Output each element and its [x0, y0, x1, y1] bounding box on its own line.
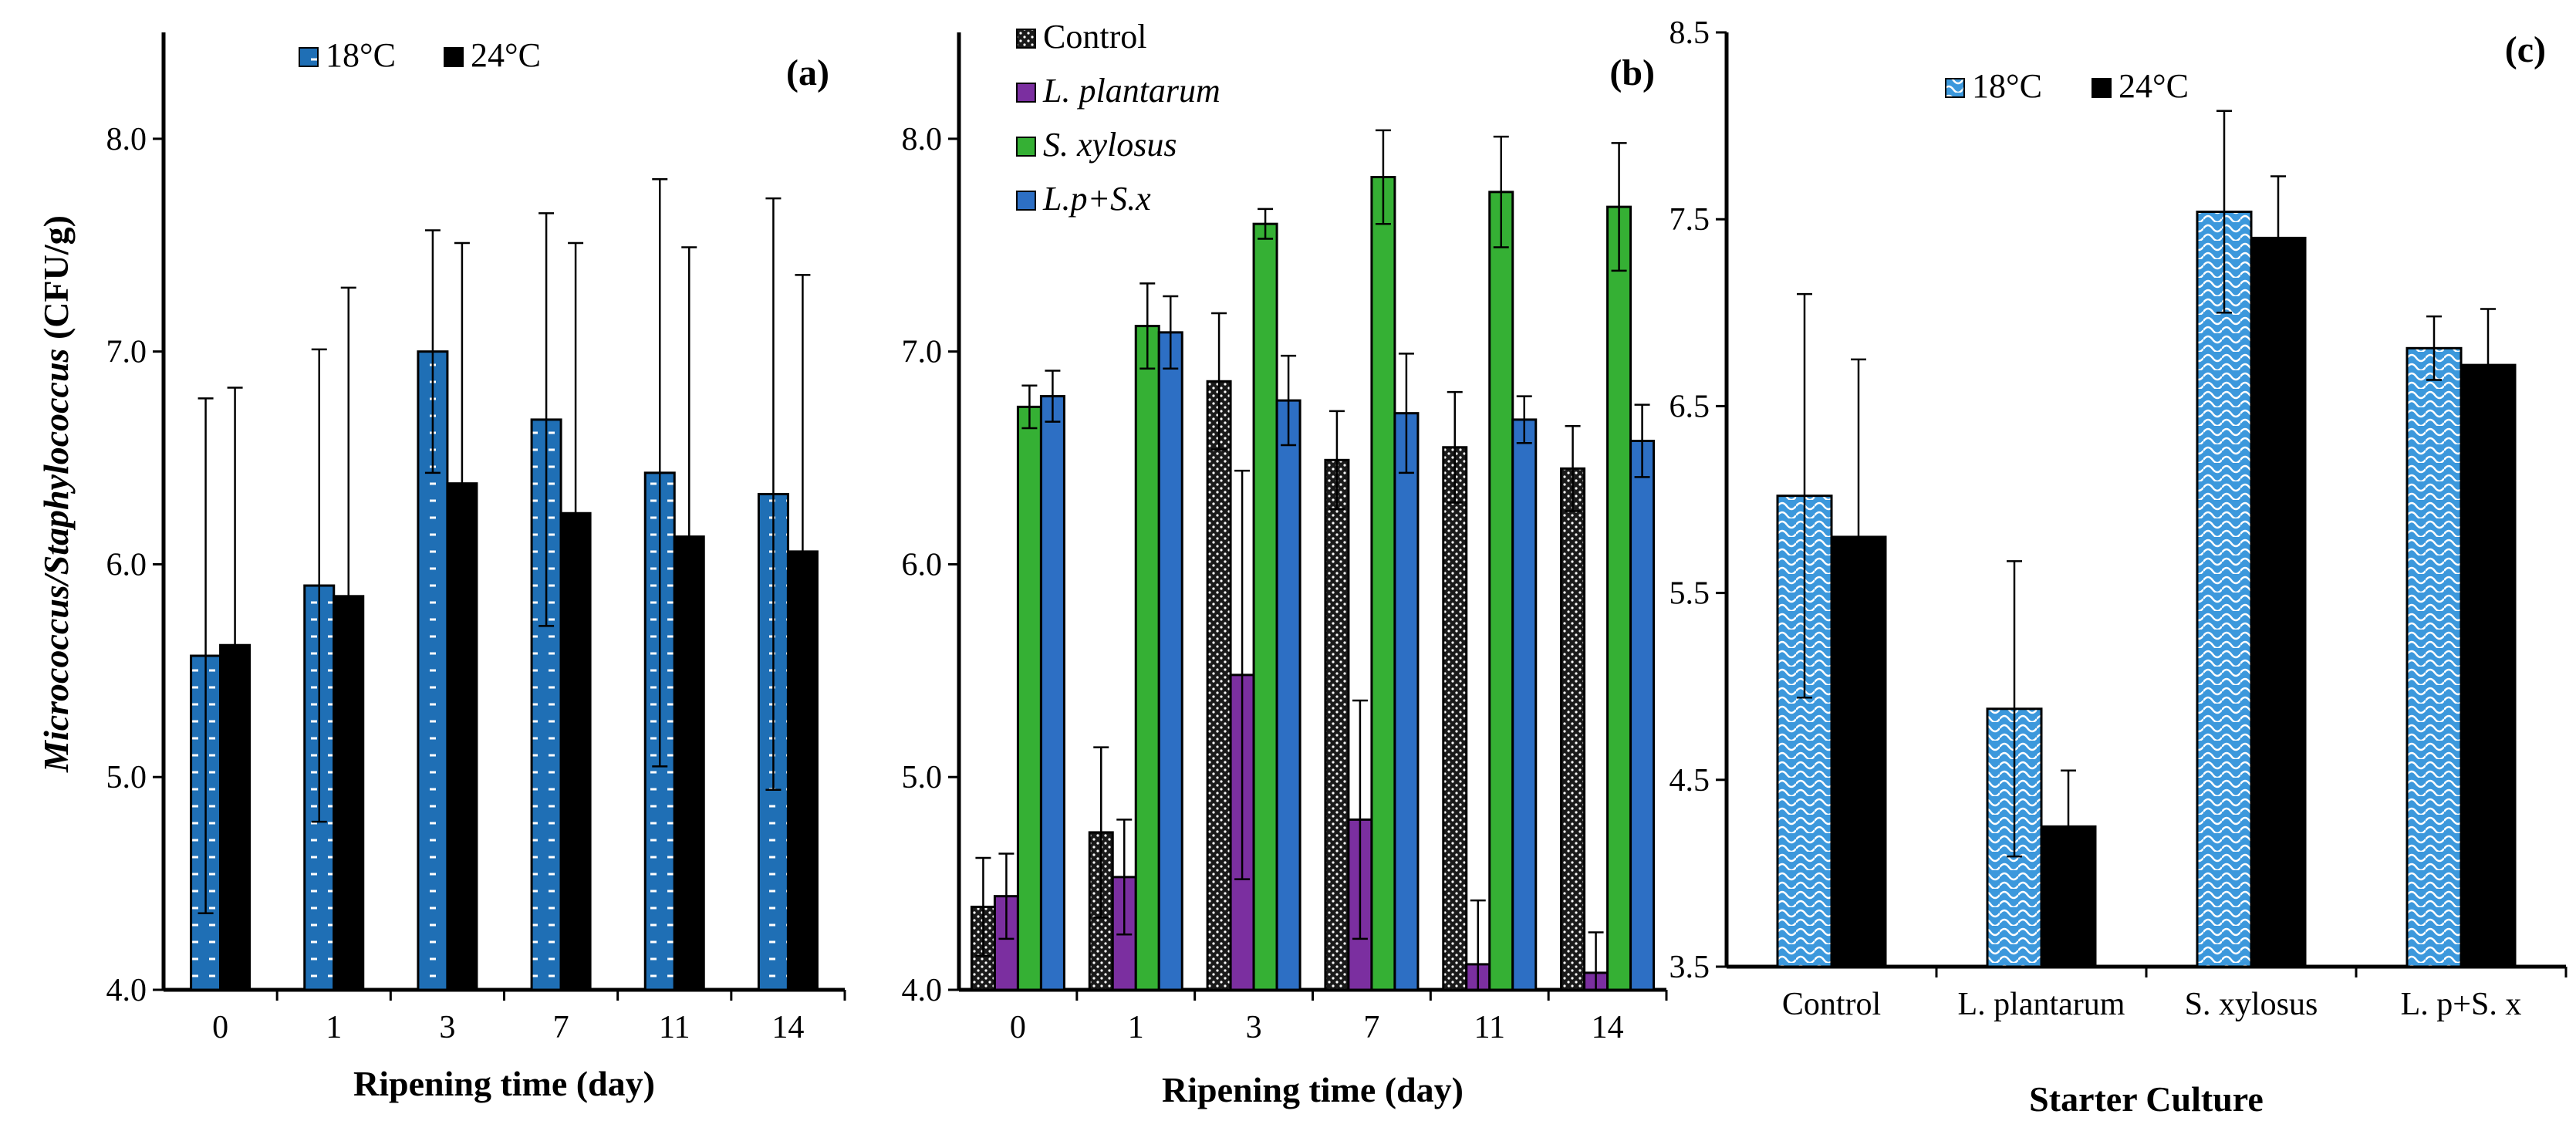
bar	[1606, 205, 1632, 991]
bar	[1560, 467, 1586, 991]
x-tick-label: 11	[659, 1010, 690, 1045]
x-tick-label: 3	[439, 1010, 455, 1045]
y-tick-label: 4.0	[902, 973, 943, 1008]
legend-swatch	[1945, 78, 1965, 98]
x-tick-label: 14	[771, 1010, 804, 1045]
legend-swatch	[2092, 78, 2112, 98]
panel-b: 4.0 5.0 6.0 7.0 8.0 0 1 3 7 11 14 Ripening time (da…	[902, 18, 1668, 1109]
y-axis-title-unit: (CFU/g)	[36, 215, 76, 348]
bar	[1252, 222, 1278, 991]
legend-swatch	[299, 47, 319, 67]
bar	[1370, 176, 1396, 991]
x-axis-title: Ripening time (day)	[353, 1064, 655, 1103]
y-tick-label: 4.0	[106, 973, 147, 1008]
panel-a: 4.0 5.0 6.0 7.0 8.0 0 1 3 7 11 14 Ripening time (da…	[106, 32, 846, 1103]
y-tick-label: 5.0	[902, 760, 943, 795]
x-tick-label: 1	[326, 1010, 342, 1045]
bar	[1134, 325, 1160, 991]
y-tick-label: 7.0	[106, 335, 147, 370]
legend-swatch	[1016, 191, 1036, 211]
panel-label: (c)	[2505, 29, 2546, 70]
y-tick-label: 8.5	[1670, 15, 1710, 51]
bar	[2460, 363, 2517, 968]
bar	[1488, 191, 1514, 991]
legend-entry: 18°C	[1972, 67, 2042, 105]
panel-label: (a)	[786, 52, 829, 93]
legend-entry: L. plantarum	[1042, 72, 1220, 110]
legend: 18°C 24°C	[299, 36, 541, 74]
legend-swatch	[1016, 29, 1036, 49]
y-tick-label: 5.5	[1670, 576, 1710, 612]
legend-entry: S. xylosus	[1043, 126, 1177, 164]
y-axis-title-italic: Micrococcus/Staphylococcus	[36, 349, 76, 773]
bar	[1275, 399, 1302, 991]
panel-label: (b)	[1609, 52, 1655, 93]
x-tick-label: 11	[1474, 1010, 1505, 1045]
x-tick-label: S. xylosus	[2185, 987, 2318, 1022]
x-tick-label: 3	[1246, 1010, 1262, 1045]
legend-swatch	[444, 47, 464, 67]
y-tick-label: 6.5	[1670, 389, 1710, 424]
bar	[2250, 236, 2307, 968]
legend-entry: L.p+S.x	[1042, 180, 1151, 218]
y-tick-label: 4.5	[1670, 763, 1710, 798]
legend-entry: 24°C	[2119, 67, 2189, 105]
x-tick-label: 1	[1128, 1010, 1144, 1045]
x-axis-title: Starter Culture	[2029, 1079, 2264, 1119]
y-tick-label: 7.0	[902, 335, 943, 370]
bar	[1629, 439, 1656, 991]
x-tick-label: L. plantarum	[1958, 987, 2125, 1022]
bar	[1016, 405, 1042, 991]
y-tick-label: 8.0	[902, 122, 943, 157]
x-tick-label: 0	[1010, 1010, 1026, 1045]
y-tick-label: 5.0	[106, 760, 147, 795]
bar	[2196, 211, 2253, 968]
legend-swatch	[1016, 137, 1036, 157]
legend-swatch	[1016, 83, 1036, 103]
x-axis-title: Ripening time (day)	[1162, 1070, 1464, 1109]
y-tick-label: 6.0	[902, 547, 943, 582]
bar	[1442, 446, 1468, 991]
y-tick-label: 3.5	[1670, 950, 1710, 985]
x-tick-label: 7	[553, 1010, 569, 1045]
bar	[1157, 331, 1183, 991]
bar	[2406, 346, 2463, 968]
bar	[1039, 395, 1065, 991]
y-tick-label: 7.5	[1670, 202, 1710, 238]
legend-entry: Control	[1043, 18, 1146, 56]
y-tick-label: 6.0	[106, 547, 147, 582]
x-tick-label: 7	[1363, 1010, 1379, 1045]
x-tick-label: Control	[1782, 987, 1881, 1022]
legend-entry: 24°C	[471, 36, 541, 74]
bar	[1206, 380, 1232, 991]
bar	[1324, 458, 1350, 991]
x-tick-label: L. p+S. x	[2401, 987, 2522, 1022]
x-tick-label: 0	[212, 1010, 228, 1045]
legend-entry: 18°C	[326, 36, 396, 74]
y-tick-label: 8.0	[106, 122, 147, 157]
y-axis-title: Micrococcus/Staphylococcus (CFU/g)	[36, 215, 76, 773]
legend: Control L. plantarum S. xylosus L.p+S.x	[1016, 18, 1220, 218]
bar	[1393, 412, 1420, 991]
panel-c: 3.5 4.5 5.5 6.5 7.5 8.5 Control L. plantarum S. …	[1670, 15, 2568, 1119]
legend: 18°C 24°C	[1945, 67, 2189, 105]
x-tick-label: 14	[1592, 1010, 1624, 1045]
bar	[1511, 418, 1538, 991]
